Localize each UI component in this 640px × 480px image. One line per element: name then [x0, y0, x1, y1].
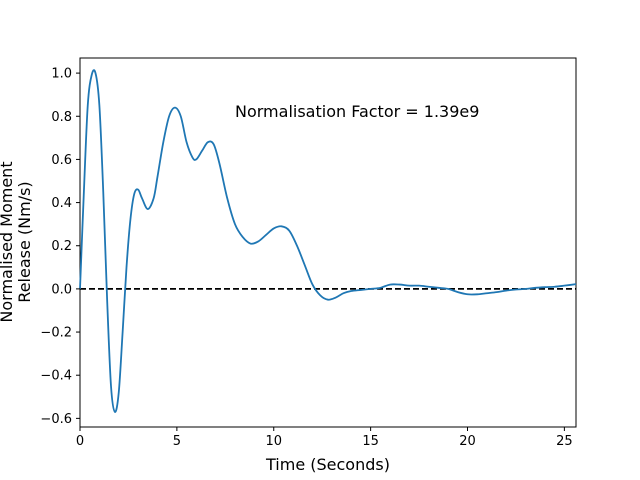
y-tick-label: 0.2	[51, 239, 72, 254]
y-tick-label: 0.4	[51, 196, 72, 211]
y-tick-label: −0.6	[40, 412, 72, 427]
annotation: Normalisation Factor = 1.39e9	[235, 102, 479, 121]
y-tick-label: −0.4	[40, 369, 72, 384]
plot-frame	[79, 57, 577, 428]
series-line	[79, 69, 577, 413]
y-tick-label: −0.2	[40, 326, 72, 341]
y-tick-label: 0.8	[51, 110, 72, 125]
x-tick-label: 15	[362, 434, 379, 449]
series-group	[79, 69, 577, 413]
x-tick-label: 0	[76, 434, 84, 449]
y-axis-label-line-1: Normalised Moment	[0, 161, 16, 322]
x-tick-label: 5	[173, 434, 181, 449]
y-tick-label: 0.6	[51, 153, 72, 168]
x-tick-label: 25	[556, 434, 573, 449]
x-tick-label: 20	[459, 434, 476, 449]
y-tick-label: 0.0	[51, 282, 72, 297]
x-ticks: 0 5 10 15 20 25	[76, 427, 573, 449]
x-tick-label: 10	[265, 434, 282, 449]
x-axis-label: Time (Seconds)	[265, 455, 390, 474]
y-ticks: −0.6 −0.4 −0.2 0.0 0.2 0.4 0.6 0.8 1.0	[40, 67, 80, 427]
y-tick-label: 1.0	[51, 67, 72, 82]
y-axis-label-line-2: Release (Nm/s)	[15, 181, 34, 302]
